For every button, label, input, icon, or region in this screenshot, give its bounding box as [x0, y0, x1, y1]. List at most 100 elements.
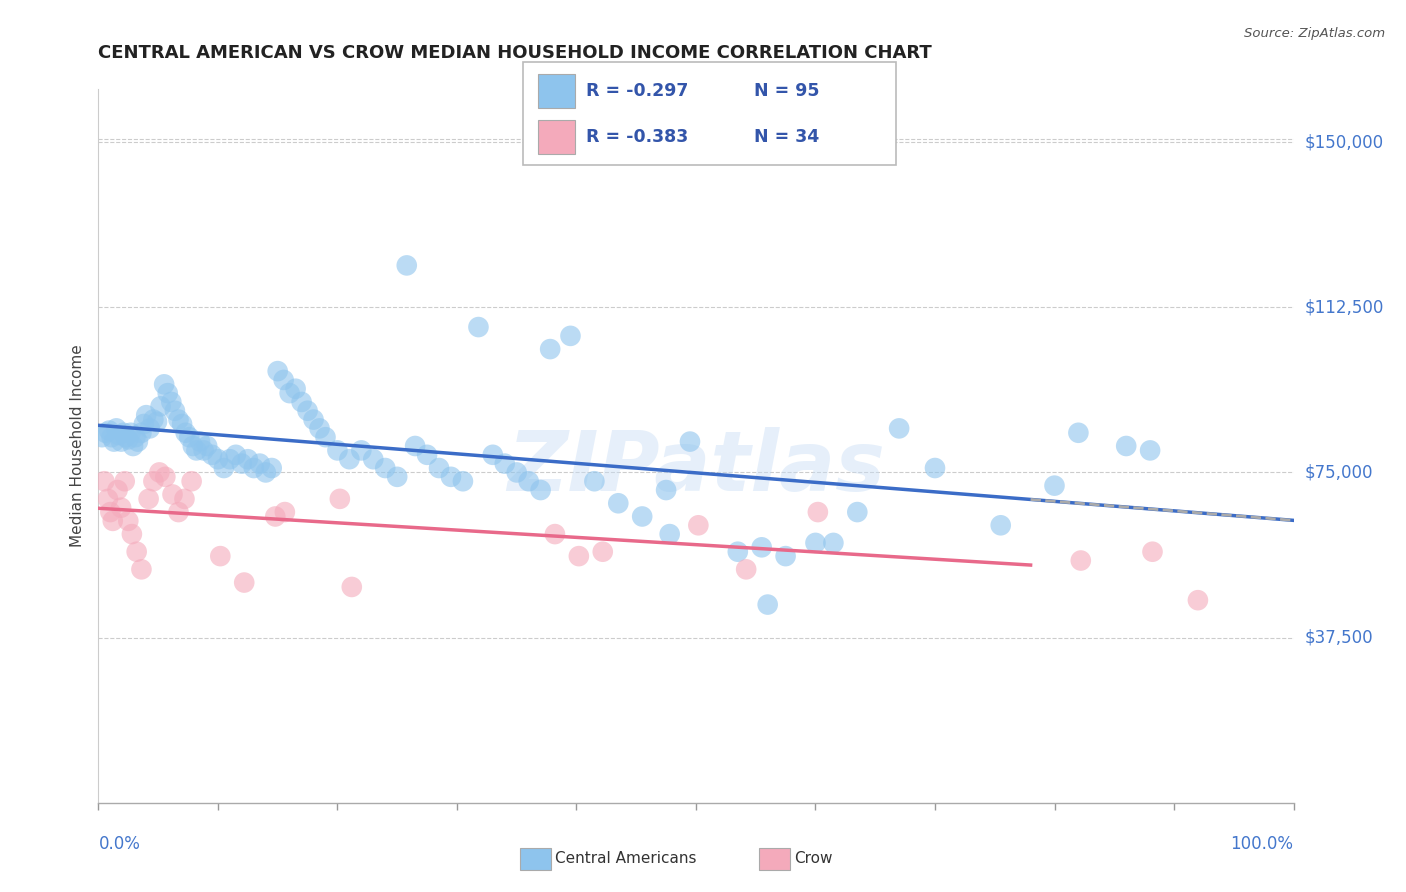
Point [167, 505, 190, 519]
Point [121, 527, 143, 541]
Point [329, 491, 352, 506]
Text: 100.0%: 100.0% [1230, 835, 1294, 853]
Point [544, 527, 567, 541]
Point [120, 425, 142, 440]
Point [990, 518, 1012, 533]
Point [97, 491, 120, 506]
Point [160, 395, 183, 409]
Point [735, 562, 758, 576]
Point [440, 470, 463, 484]
Y-axis label: Median Household Income: Median Household Income [70, 344, 86, 548]
Point [193, 443, 215, 458]
Point [889, 421, 911, 435]
Point [395, 259, 418, 273]
Point [337, 452, 360, 467]
Point [1070, 553, 1092, 567]
Point [350, 443, 373, 458]
Point [201, 448, 224, 462]
Point [155, 470, 177, 484]
Point [315, 430, 337, 444]
Text: $75,000: $75,000 [1305, 464, 1374, 482]
Point [243, 461, 266, 475]
Point [149, 400, 172, 414]
Point [153, 377, 176, 392]
Point [127, 434, 149, 449]
Point [529, 483, 551, 497]
Point [180, 475, 202, 489]
Point [273, 373, 295, 387]
Point [290, 395, 312, 409]
Text: $112,500: $112,500 [1305, 298, 1384, 317]
Point [107, 483, 129, 497]
Point [146, 415, 169, 429]
Point [278, 386, 301, 401]
Point [124, 430, 146, 444]
Point [658, 527, 681, 541]
Point [233, 575, 256, 590]
Point [775, 549, 797, 563]
Point [139, 421, 162, 435]
Point [756, 598, 779, 612]
Point [607, 496, 630, 510]
Point [538, 342, 561, 356]
Point [655, 483, 678, 497]
Point [167, 412, 190, 426]
Point [823, 536, 845, 550]
Point [212, 461, 235, 475]
Point [385, 470, 409, 484]
Point [1067, 425, 1090, 440]
Point [131, 425, 153, 440]
Point [688, 518, 710, 533]
Point [125, 545, 148, 559]
Point [163, 403, 186, 417]
Point [231, 457, 253, 471]
Point [112, 425, 135, 440]
Text: R = -0.383: R = -0.383 [586, 128, 689, 145]
Point [340, 580, 363, 594]
Point [132, 417, 155, 431]
Point [117, 514, 139, 528]
Point [94, 425, 117, 440]
Point [173, 491, 195, 506]
Point [679, 434, 702, 449]
Point [583, 475, 606, 489]
Point [416, 448, 439, 462]
Point [98, 505, 122, 519]
Point [264, 509, 287, 524]
Point [91, 430, 114, 444]
Point [631, 509, 654, 524]
Point [142, 475, 165, 489]
Point [308, 421, 330, 435]
Point [93, 475, 115, 489]
Text: $150,000: $150,000 [1305, 133, 1384, 151]
Point [114, 475, 136, 489]
Point [98, 424, 121, 438]
Point [110, 500, 132, 515]
Text: N = 95: N = 95 [754, 82, 820, 100]
FancyBboxPatch shape [538, 74, 575, 108]
Point [219, 452, 242, 467]
Point [467, 320, 489, 334]
Point [101, 514, 124, 528]
FancyBboxPatch shape [523, 62, 896, 165]
Point [274, 505, 297, 519]
Point [481, 448, 505, 462]
Point [326, 443, 349, 458]
Point [260, 461, 283, 475]
Point [181, 439, 204, 453]
Point [103, 434, 125, 449]
Point [115, 430, 138, 444]
Point [517, 475, 540, 489]
Text: R = -0.297: R = -0.297 [586, 82, 689, 100]
Point [427, 461, 450, 475]
Point [363, 452, 385, 467]
Point [297, 403, 319, 417]
Point [302, 412, 325, 426]
Point [172, 417, 194, 431]
Point [188, 434, 211, 449]
Point [267, 364, 290, 378]
Point [100, 430, 122, 444]
Point [142, 412, 165, 426]
FancyBboxPatch shape [538, 120, 575, 153]
Point [727, 545, 749, 559]
